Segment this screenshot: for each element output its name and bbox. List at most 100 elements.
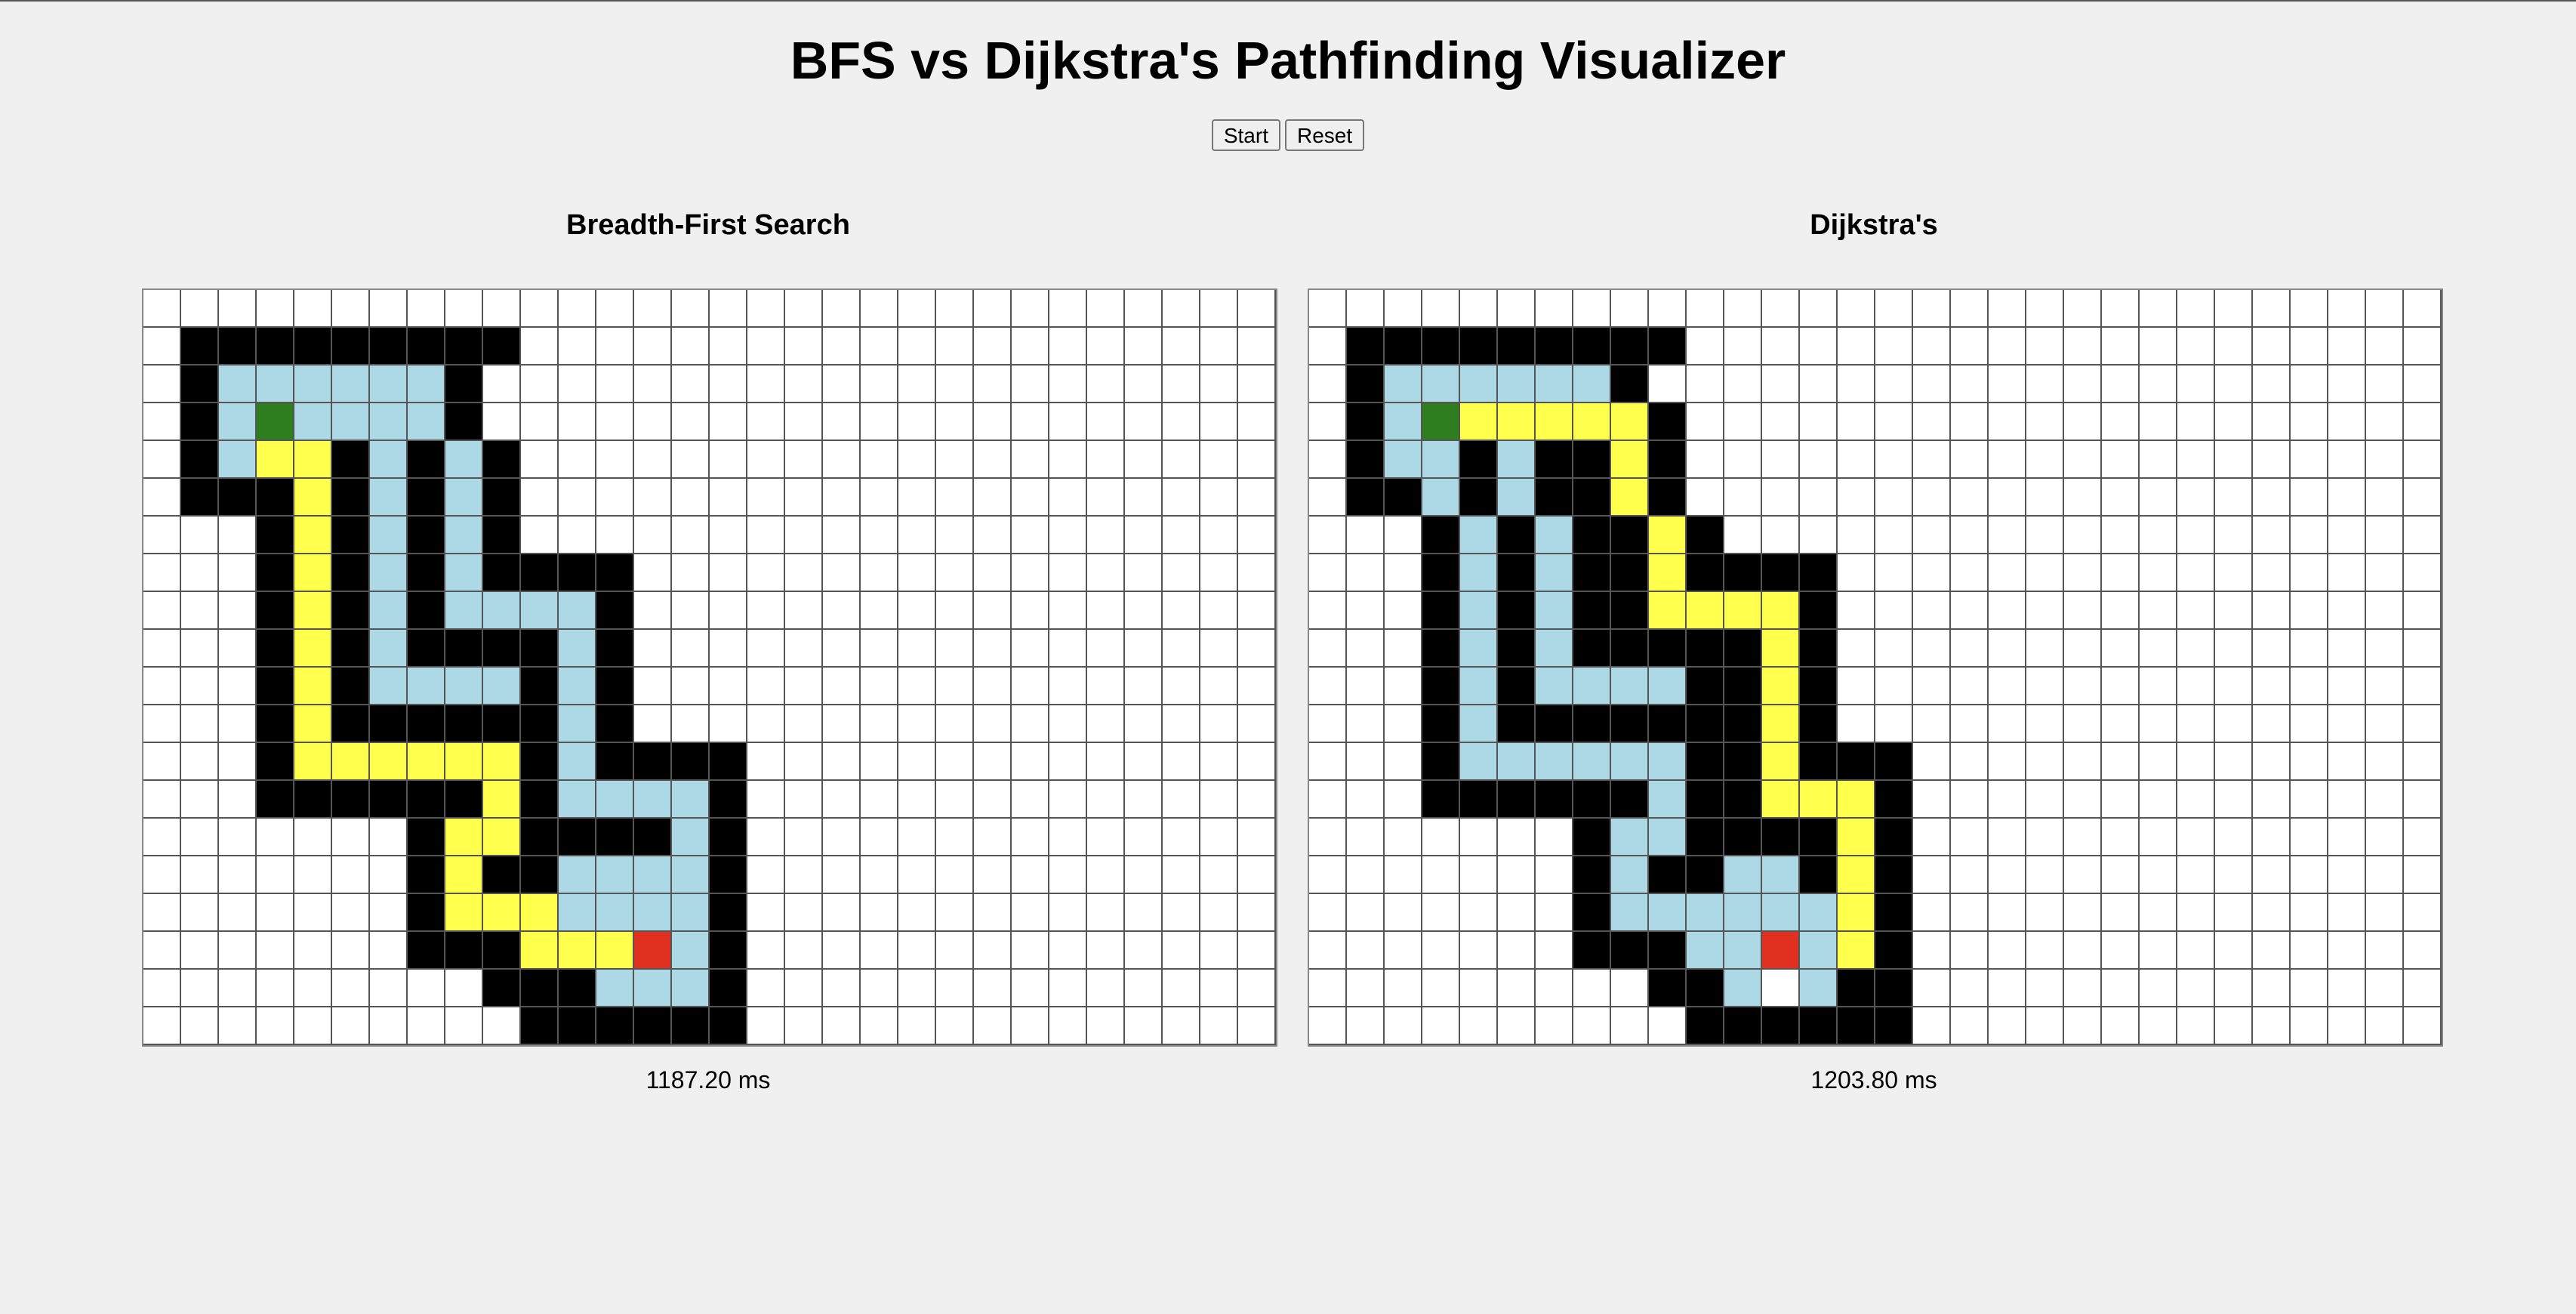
empty-cell[interactable] bbox=[2177, 932, 2215, 970]
empty-cell[interactable] bbox=[710, 366, 747, 403]
visited-cell[interactable] bbox=[1800, 932, 1838, 970]
empty-cell[interactable] bbox=[898, 1007, 936, 1045]
empty-cell[interactable] bbox=[1989, 932, 2026, 970]
empty-cell[interactable] bbox=[2253, 932, 2291, 970]
empty-cell[interactable] bbox=[2102, 932, 2140, 970]
empty-cell[interactable] bbox=[181, 1007, 219, 1045]
empty-cell[interactable] bbox=[181, 819, 219, 856]
wall-cell[interactable] bbox=[1875, 970, 1913, 1007]
empty-cell[interactable] bbox=[332, 970, 370, 1007]
wall-cell[interactable] bbox=[1611, 592, 1649, 630]
empty-cell[interactable] bbox=[521, 290, 559, 328]
wall-cell[interactable] bbox=[408, 705, 445, 743]
empty-cell[interactable] bbox=[143, 441, 181, 479]
empty-cell[interactable] bbox=[2328, 743, 2366, 781]
empty-cell[interactable] bbox=[1800, 290, 1838, 328]
empty-cell[interactable] bbox=[596, 290, 634, 328]
empty-cell[interactable] bbox=[2253, 328, 2291, 366]
empty-cell[interactable] bbox=[974, 970, 1012, 1007]
wall-cell[interactable] bbox=[408, 517, 445, 554]
empty-cell[interactable] bbox=[332, 932, 370, 970]
empty-cell[interactable] bbox=[257, 290, 294, 328]
wall-cell[interactable] bbox=[710, 1007, 747, 1045]
empty-cell[interactable] bbox=[823, 479, 861, 517]
wall-cell[interactable] bbox=[370, 781, 408, 819]
empty-cell[interactable] bbox=[936, 668, 974, 705]
empty-cell[interactable] bbox=[1422, 970, 1460, 1007]
empty-cell[interactable] bbox=[1200, 1007, 1238, 1045]
empty-cell[interactable] bbox=[181, 554, 219, 592]
empty-cell[interactable] bbox=[1012, 479, 1049, 517]
empty-cell[interactable] bbox=[2140, 668, 2177, 705]
empty-cell[interactable] bbox=[2102, 743, 2140, 781]
empty-cell[interactable] bbox=[1875, 328, 1913, 366]
empty-cell[interactable] bbox=[219, 743, 257, 781]
empty-cell[interactable] bbox=[2253, 819, 2291, 856]
wall-cell[interactable] bbox=[1649, 970, 1687, 1007]
wall-cell[interactable] bbox=[521, 554, 559, 592]
wall-cell[interactable] bbox=[1724, 630, 1762, 668]
visited-cell[interactable] bbox=[294, 403, 332, 441]
empty-cell[interactable] bbox=[1611, 970, 1649, 1007]
empty-cell[interactable] bbox=[219, 705, 257, 743]
empty-cell[interactable] bbox=[672, 290, 710, 328]
empty-cell[interactable] bbox=[823, 743, 861, 781]
empty-cell[interactable] bbox=[861, 668, 898, 705]
empty-cell[interactable] bbox=[2026, 592, 2064, 630]
path-cell[interactable] bbox=[1724, 592, 1762, 630]
empty-cell[interactable] bbox=[2140, 970, 2177, 1007]
empty-cell[interactable] bbox=[1460, 970, 1498, 1007]
wall-cell[interactable] bbox=[1649, 630, 1687, 668]
empty-cell[interactable] bbox=[1200, 554, 1238, 592]
empty-cell[interactable] bbox=[2215, 403, 2253, 441]
visited-cell[interactable] bbox=[1460, 743, 1498, 781]
empty-cell[interactable] bbox=[785, 970, 823, 1007]
empty-cell[interactable] bbox=[2215, 1007, 2253, 1045]
empty-cell[interactable] bbox=[1951, 554, 1989, 592]
empty-cell[interactable] bbox=[1200, 856, 1238, 894]
start-button[interactable]: Start bbox=[1211, 119, 1280, 151]
empty-cell[interactable] bbox=[2140, 328, 2177, 366]
empty-cell[interactable] bbox=[2404, 743, 2442, 781]
empty-cell[interactable] bbox=[2177, 630, 2215, 668]
wall-cell[interactable] bbox=[710, 819, 747, 856]
wall-cell[interactable] bbox=[181, 366, 219, 403]
empty-cell[interactable] bbox=[898, 441, 936, 479]
empty-cell[interactable] bbox=[1049, 290, 1087, 328]
empty-cell[interactable] bbox=[1347, 554, 1385, 592]
empty-cell[interactable] bbox=[1422, 1007, 1460, 1045]
empty-cell[interactable] bbox=[974, 1007, 1012, 1045]
empty-cell[interactable] bbox=[1125, 819, 1163, 856]
wall-cell[interactable] bbox=[710, 781, 747, 819]
empty-cell[interactable] bbox=[1238, 970, 1276, 1007]
empty-cell[interactable] bbox=[2215, 441, 2253, 479]
empty-cell[interactable] bbox=[257, 819, 294, 856]
empty-cell[interactable] bbox=[143, 705, 181, 743]
empty-cell[interactable] bbox=[2026, 630, 2064, 668]
empty-cell[interactable] bbox=[1309, 819, 1347, 856]
empty-cell[interactable] bbox=[332, 1007, 370, 1045]
path-cell[interactable] bbox=[1838, 856, 1875, 894]
empty-cell[interactable] bbox=[936, 630, 974, 668]
empty-cell[interactable] bbox=[1687, 366, 1724, 403]
empty-cell[interactable] bbox=[1163, 554, 1200, 592]
wall-cell[interactable] bbox=[521, 1007, 559, 1045]
path-cell[interactable] bbox=[1611, 479, 1649, 517]
empty-cell[interactable] bbox=[1049, 705, 1087, 743]
wall-cell[interactable] bbox=[219, 328, 257, 366]
empty-cell[interactable] bbox=[785, 781, 823, 819]
wall-cell[interactable] bbox=[1687, 517, 1724, 554]
wall-cell[interactable] bbox=[1422, 630, 1460, 668]
empty-cell[interactable] bbox=[521, 517, 559, 554]
empty-cell[interactable] bbox=[2140, 856, 2177, 894]
empty-cell[interactable] bbox=[2177, 894, 2215, 932]
empty-cell[interactable] bbox=[1125, 328, 1163, 366]
empty-cell[interactable] bbox=[2026, 517, 2064, 554]
visited-cell[interactable] bbox=[1536, 554, 1573, 592]
wall-cell[interactable] bbox=[1573, 441, 1611, 479]
empty-cell[interactable] bbox=[2177, 819, 2215, 856]
empty-cell[interactable] bbox=[936, 819, 974, 856]
empty-cell[interactable] bbox=[1309, 743, 1347, 781]
wall-cell[interactable] bbox=[294, 328, 332, 366]
empty-cell[interactable] bbox=[1875, 592, 1913, 630]
